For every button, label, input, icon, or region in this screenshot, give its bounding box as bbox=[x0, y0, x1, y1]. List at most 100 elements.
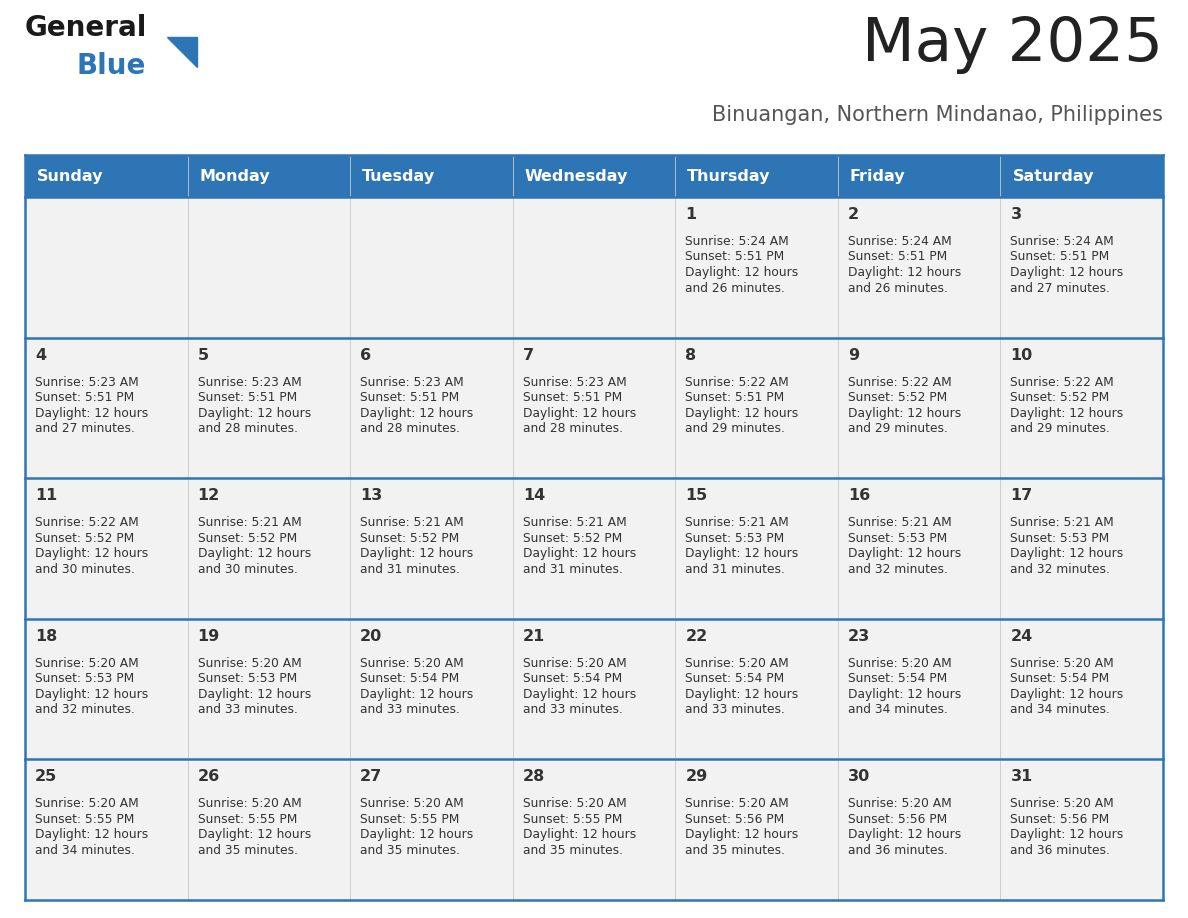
Text: 17: 17 bbox=[1011, 488, 1032, 503]
Text: Wednesday: Wednesday bbox=[525, 169, 628, 184]
Text: Sunrise: 5:20 AM: Sunrise: 5:20 AM bbox=[848, 798, 952, 811]
Bar bbox=[25, 155, 188, 197]
Text: Daylight: 12 hours: Daylight: 12 hours bbox=[1011, 547, 1124, 560]
Text: Sunset: 5:51 PM: Sunset: 5:51 PM bbox=[197, 391, 297, 404]
Text: Daylight: 12 hours: Daylight: 12 hours bbox=[848, 547, 961, 560]
Text: and 30 minutes.: and 30 minutes. bbox=[197, 563, 297, 576]
Text: Sunset: 5:54 PM: Sunset: 5:54 PM bbox=[1011, 672, 1110, 686]
Text: and 33 minutes.: and 33 minutes. bbox=[523, 703, 623, 716]
Text: Blue: Blue bbox=[77, 52, 146, 80]
Text: 26: 26 bbox=[197, 769, 220, 784]
Text: 20: 20 bbox=[360, 629, 383, 644]
Text: and 26 minutes.: and 26 minutes. bbox=[685, 282, 785, 295]
Bar bbox=[838, 197, 1000, 338]
Bar bbox=[675, 478, 838, 619]
Text: Daylight: 12 hours: Daylight: 12 hours bbox=[197, 547, 311, 560]
Text: Sunrise: 5:24 AM: Sunrise: 5:24 AM bbox=[685, 235, 789, 248]
Text: 7: 7 bbox=[523, 348, 533, 363]
Text: Sunset: 5:51 PM: Sunset: 5:51 PM bbox=[685, 251, 784, 263]
Bar bbox=[675, 155, 838, 197]
Text: and 29 minutes.: and 29 minutes. bbox=[685, 422, 785, 435]
Text: Sunset: 5:53 PM: Sunset: 5:53 PM bbox=[1011, 532, 1110, 544]
Text: Sunrise: 5:20 AM: Sunrise: 5:20 AM bbox=[360, 656, 463, 670]
Text: Sunrise: 5:20 AM: Sunrise: 5:20 AM bbox=[197, 656, 302, 670]
Text: Sunrise: 5:21 AM: Sunrise: 5:21 AM bbox=[685, 516, 789, 529]
Text: Sunset: 5:55 PM: Sunset: 5:55 PM bbox=[523, 813, 623, 826]
Text: Sunset: 5:54 PM: Sunset: 5:54 PM bbox=[360, 672, 460, 686]
Text: Sunrise: 5:24 AM: Sunrise: 5:24 AM bbox=[848, 235, 952, 248]
Bar bbox=[838, 619, 1000, 759]
Text: and 33 minutes.: and 33 minutes. bbox=[197, 703, 297, 716]
Text: 9: 9 bbox=[848, 348, 859, 363]
Bar bbox=[25, 478, 188, 619]
Bar bbox=[513, 155, 675, 197]
Bar bbox=[188, 478, 350, 619]
Text: Daylight: 12 hours: Daylight: 12 hours bbox=[360, 828, 473, 842]
Text: 18: 18 bbox=[34, 629, 57, 644]
Text: Daylight: 12 hours: Daylight: 12 hours bbox=[523, 547, 636, 560]
Bar bbox=[513, 759, 675, 900]
Text: Monday: Monday bbox=[200, 169, 270, 184]
Bar bbox=[188, 155, 350, 197]
Text: and 32 minutes.: and 32 minutes. bbox=[848, 563, 948, 576]
Text: Sunrise: 5:22 AM: Sunrise: 5:22 AM bbox=[685, 375, 789, 388]
Text: Daylight: 12 hours: Daylight: 12 hours bbox=[685, 547, 798, 560]
Text: and 27 minutes.: and 27 minutes. bbox=[1011, 282, 1111, 295]
Text: Sunrise: 5:22 AM: Sunrise: 5:22 AM bbox=[848, 375, 952, 388]
Bar bbox=[1000, 197, 1163, 338]
Text: Daylight: 12 hours: Daylight: 12 hours bbox=[685, 828, 798, 842]
Bar bbox=[513, 619, 675, 759]
Text: and 29 minutes.: and 29 minutes. bbox=[1011, 422, 1111, 435]
Text: Sunrise: 5:20 AM: Sunrise: 5:20 AM bbox=[523, 656, 626, 670]
Bar bbox=[513, 478, 675, 619]
Text: Sunset: 5:51 PM: Sunset: 5:51 PM bbox=[523, 391, 623, 404]
Text: and 33 minutes.: and 33 minutes. bbox=[360, 703, 460, 716]
Text: Daylight: 12 hours: Daylight: 12 hours bbox=[360, 547, 473, 560]
Text: Sunset: 5:52 PM: Sunset: 5:52 PM bbox=[197, 532, 297, 544]
Text: and 27 minutes.: and 27 minutes. bbox=[34, 422, 135, 435]
Text: Sunrise: 5:21 AM: Sunrise: 5:21 AM bbox=[848, 516, 952, 529]
Text: Sunset: 5:54 PM: Sunset: 5:54 PM bbox=[523, 672, 623, 686]
Text: Sunset: 5:51 PM: Sunset: 5:51 PM bbox=[848, 251, 947, 263]
Text: Sunset: 5:52 PM: Sunset: 5:52 PM bbox=[848, 391, 947, 404]
Text: Sunrise: 5:20 AM: Sunrise: 5:20 AM bbox=[197, 798, 302, 811]
Text: Sunset: 5:55 PM: Sunset: 5:55 PM bbox=[197, 813, 297, 826]
Text: Sunset: 5:56 PM: Sunset: 5:56 PM bbox=[848, 813, 947, 826]
Text: Daylight: 12 hours: Daylight: 12 hours bbox=[848, 407, 961, 420]
Text: 10: 10 bbox=[1011, 348, 1032, 363]
Text: Daylight: 12 hours: Daylight: 12 hours bbox=[1011, 266, 1124, 279]
Bar bbox=[675, 619, 838, 759]
Text: 4: 4 bbox=[34, 348, 46, 363]
Text: 16: 16 bbox=[848, 488, 870, 503]
Bar bbox=[838, 478, 1000, 619]
Text: Tuesday: Tuesday bbox=[362, 169, 435, 184]
Text: 30: 30 bbox=[848, 769, 870, 784]
Text: Daylight: 12 hours: Daylight: 12 hours bbox=[197, 688, 311, 700]
Bar bbox=[350, 619, 513, 759]
Text: Daylight: 12 hours: Daylight: 12 hours bbox=[360, 688, 473, 700]
Text: 27: 27 bbox=[360, 769, 383, 784]
Text: Thursday: Thursday bbox=[688, 169, 771, 184]
Text: 14: 14 bbox=[523, 488, 545, 503]
Text: 11: 11 bbox=[34, 488, 57, 503]
Text: Sunrise: 5:23 AM: Sunrise: 5:23 AM bbox=[360, 375, 463, 388]
Text: Sunset: 5:52 PM: Sunset: 5:52 PM bbox=[1011, 391, 1110, 404]
Text: Sunset: 5:53 PM: Sunset: 5:53 PM bbox=[685, 532, 784, 544]
Text: Daylight: 12 hours: Daylight: 12 hours bbox=[34, 828, 148, 842]
Bar bbox=[188, 619, 350, 759]
Text: Saturday: Saturday bbox=[1012, 169, 1094, 184]
Bar bbox=[350, 478, 513, 619]
Text: Daylight: 12 hours: Daylight: 12 hours bbox=[34, 688, 148, 700]
Text: and 32 minutes.: and 32 minutes. bbox=[1011, 563, 1111, 576]
Text: and 36 minutes.: and 36 minutes. bbox=[848, 844, 948, 856]
Polygon shape bbox=[168, 37, 197, 67]
Text: Daylight: 12 hours: Daylight: 12 hours bbox=[685, 688, 798, 700]
Text: and 35 minutes.: and 35 minutes. bbox=[360, 844, 460, 856]
Text: General: General bbox=[25, 14, 147, 42]
Text: Binuangan, Northern Mindanao, Philippines: Binuangan, Northern Mindanao, Philippine… bbox=[712, 105, 1163, 125]
Text: 31: 31 bbox=[1011, 769, 1032, 784]
Text: Sunrise: 5:20 AM: Sunrise: 5:20 AM bbox=[360, 798, 463, 811]
Text: 2: 2 bbox=[848, 207, 859, 222]
Text: 15: 15 bbox=[685, 488, 708, 503]
Bar bbox=[25, 197, 188, 338]
